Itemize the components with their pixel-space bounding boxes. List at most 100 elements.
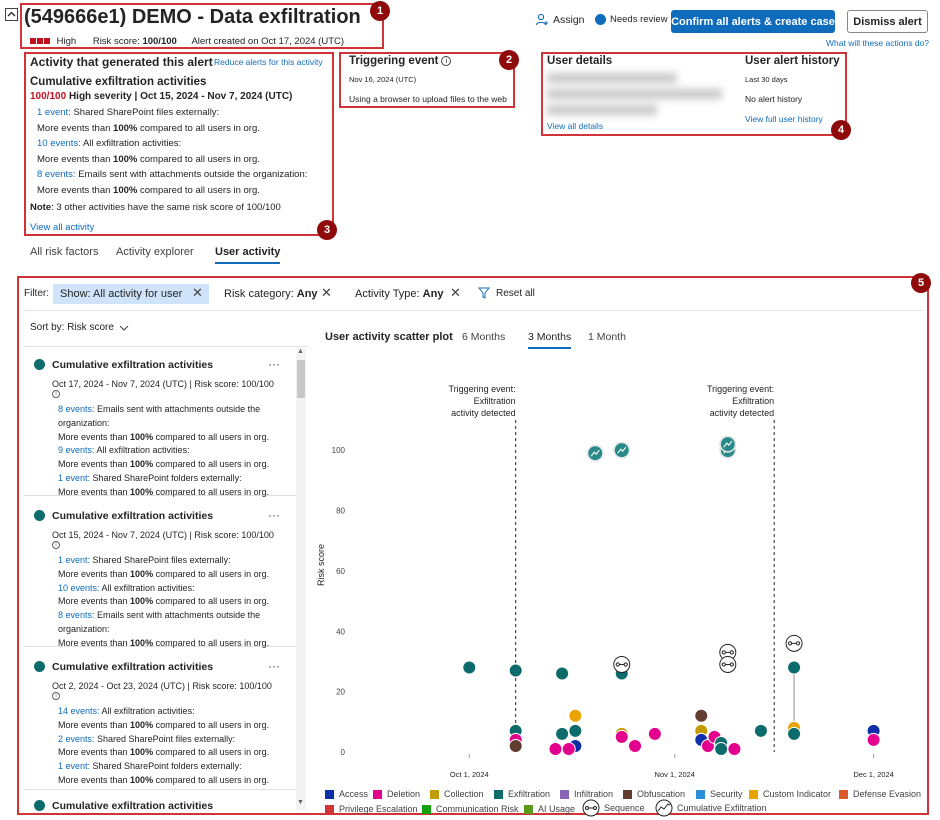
card-event-text: All exfiltration activities: bbox=[99, 706, 195, 716]
card-event-link[interactable]: 8 events: bbox=[58, 610, 95, 621]
reduce-alerts-link[interactable]: Reduce alerts for this activity bbox=[214, 57, 323, 67]
activity-card[interactable]: Cumulative exfiltration activities bbox=[24, 790, 306, 820]
sort-dropdown[interactable]: Sort by: Risk score bbox=[30, 322, 129, 333]
activity-card[interactable]: Cumulative exfiltration activities ··· Oct… bbox=[24, 651, 306, 790]
legend-item[interactable]: Custom Indicator bbox=[749, 789, 831, 799]
cumulative-icon bbox=[655, 799, 673, 817]
data-point[interactable] bbox=[568, 708, 583, 723]
data-point[interactable] bbox=[727, 741, 742, 756]
activity-card-list bbox=[24, 346, 308, 812]
scrollbar-thumb[interactable] bbox=[297, 360, 305, 398]
tab-all-risk-factors[interactable]: All risk factors bbox=[30, 246, 99, 258]
legend-item[interactable]: Collection bbox=[430, 789, 484, 799]
filter-show-close-icon[interactable]: ✕ bbox=[192, 285, 203, 300]
info-icon[interactable]: i bbox=[52, 390, 60, 398]
more-options-icon[interactable]: ··· bbox=[268, 508, 280, 522]
range-1-month[interactable]: 1 Month bbox=[588, 331, 626, 343]
more-options-icon[interactable]: ··· bbox=[268, 659, 280, 673]
card-event-link[interactable]: 1 event: bbox=[58, 555, 91, 565]
activity-subtitle: Cumulative exfiltration activities bbox=[30, 76, 207, 88]
info-icon[interactable]: i bbox=[52, 692, 60, 700]
data-point[interactable] bbox=[508, 663, 523, 678]
card-event-text: Shared SharePoint folders externally: bbox=[90, 472, 242, 483]
legend-item[interactable]: Sequence bbox=[582, 799, 645, 817]
legend-label: Privilege Escalation bbox=[339, 804, 418, 814]
activity-card[interactable]: Cumulative exfiltration activities ··· Oct… bbox=[24, 349, 306, 497]
legend-label: Deletion bbox=[387, 789, 421, 799]
status-dropdown[interactable]: Needs review bbox=[595, 14, 668, 25]
legend-item[interactable]: Obfuscation bbox=[623, 789, 685, 799]
card-event-link[interactable]: 1 event: bbox=[58, 472, 91, 483]
data-point[interactable] bbox=[568, 723, 583, 738]
data-point[interactable] bbox=[647, 726, 662, 741]
card-details: 14 events: All exfiltration activities: M… bbox=[58, 705, 288, 788]
view-all-activity-link[interactable]: View all activity bbox=[30, 222, 95, 233]
data-point[interactable] bbox=[561, 741, 576, 756]
more-options-icon[interactable]: ··· bbox=[268, 357, 280, 371]
alert-meta: High Risk score: 100/100 Alert created o… bbox=[30, 36, 344, 47]
activity-item-link[interactable]: 1 event: bbox=[37, 107, 71, 118]
card-event-detail: More events than 100% compared to all us… bbox=[58, 568, 270, 579]
tab-activity-explorer[interactable]: Activity explorer bbox=[116, 246, 194, 258]
card-event-detail: More events than 100% compared to all us… bbox=[58, 431, 270, 442]
card-event-link[interactable]: 2 events: bbox=[58, 733, 95, 744]
data-point[interactable] bbox=[694, 708, 709, 723]
risk-category-close-icon[interactable]: ✕ bbox=[321, 285, 332, 300]
legend-item[interactable]: Cumulative Exfiltration bbox=[655, 799, 767, 817]
card-event-row: 8 events: Emails sent with attachments o… bbox=[58, 403, 288, 431]
view-full-history-link[interactable]: View full user history bbox=[745, 114, 823, 124]
card-event-link[interactable]: 9 events: bbox=[58, 445, 95, 456]
what-actions-link[interactable]: What will these actions do? bbox=[826, 38, 929, 48]
collapse-icon[interactable] bbox=[5, 8, 18, 21]
legend-item[interactable]: Security bbox=[696, 789, 743, 799]
card-event-link[interactable]: 1 event: bbox=[58, 761, 91, 772]
risk-score-label: Risk score: bbox=[92, 36, 140, 48]
filter-show-chip[interactable]: Show: All activity for user bbox=[53, 284, 209, 304]
info-icon[interactable]: i bbox=[441, 56, 452, 66]
data-point[interactable] bbox=[787, 726, 802, 741]
data-point[interactable] bbox=[555, 726, 570, 741]
trigger-annotation: Exfiltration bbox=[732, 396, 774, 406]
confirm-alerts-button[interactable]: Confirm all alerts & create case bbox=[671, 10, 835, 33]
data-point[interactable] bbox=[714, 741, 729, 756]
legend-item[interactable]: Communication Risk bbox=[422, 804, 519, 814]
scroll-down-icon[interactable]: ▼ bbox=[297, 799, 304, 806]
legend-item[interactable]: AI Usage bbox=[524, 804, 575, 814]
assign-button[interactable]: Assign bbox=[535, 13, 585, 27]
legend-item[interactable]: Privilege Escalation bbox=[325, 804, 418, 814]
activity-item-link[interactable]: 10 events: bbox=[37, 138, 81, 149]
data-point[interactable] bbox=[614, 729, 629, 744]
scrollbar-track[interactable] bbox=[296, 348, 306, 810]
data-point[interactable] bbox=[462, 660, 477, 675]
data-point[interactable] bbox=[866, 732, 881, 747]
range-6-months[interactable]: 6 Months bbox=[462, 331, 506, 343]
card-event-link[interactable]: 14 events: bbox=[58, 706, 100, 716]
activity-type-close-icon[interactable]: ✕ bbox=[450, 285, 461, 300]
data-point[interactable] bbox=[753, 723, 768, 738]
range-3-months[interactable]: 3 Months bbox=[528, 331, 572, 349]
card-title: Cumulative exfiltration activities bbox=[52, 661, 214, 673]
dismiss-alert-button[interactable]: Dismiss alert bbox=[847, 10, 928, 33]
card-event-link[interactable]: 10 events: bbox=[58, 582, 100, 593]
legend-item[interactable]: Deletion bbox=[373, 789, 420, 799]
data-point[interactable] bbox=[555, 666, 570, 681]
activity-card[interactable]: Cumulative exfiltration activities ··· Oct… bbox=[24, 500, 306, 648]
scroll-up-icon[interactable]: ▲ bbox=[297, 348, 304, 355]
activity-item-link[interactable]: 8 events: bbox=[37, 169, 76, 180]
legend-item[interactable]: Infiltration bbox=[560, 789, 613, 799]
legend-item[interactable]: Defense Evasion bbox=[839, 789, 921, 799]
data-point[interactable] bbox=[628, 738, 642, 753]
data-point[interactable] bbox=[508, 738, 523, 753]
risk-category-chip[interactable]: Risk category: Any bbox=[217, 284, 325, 304]
legend-item[interactable]: Access bbox=[325, 789, 368, 799]
info-icon[interactable]: i bbox=[52, 541, 60, 549]
tab-user-activity[interactable]: User activity bbox=[215, 246, 281, 264]
reset-all-button[interactable]: Reset all bbox=[478, 287, 535, 299]
data-point[interactable] bbox=[787, 660, 802, 675]
legend-item[interactable]: Exfiltration bbox=[494, 789, 550, 799]
data-point[interactable] bbox=[548, 741, 563, 756]
card-event-link[interactable]: 8 events: bbox=[58, 404, 95, 414]
view-all-details-link[interactable]: View all details bbox=[547, 121, 604, 131]
activity-item-text: All exfiltration activities: bbox=[82, 138, 182, 149]
activity-type-chip[interactable]: Activity Type: Any bbox=[348, 284, 450, 304]
